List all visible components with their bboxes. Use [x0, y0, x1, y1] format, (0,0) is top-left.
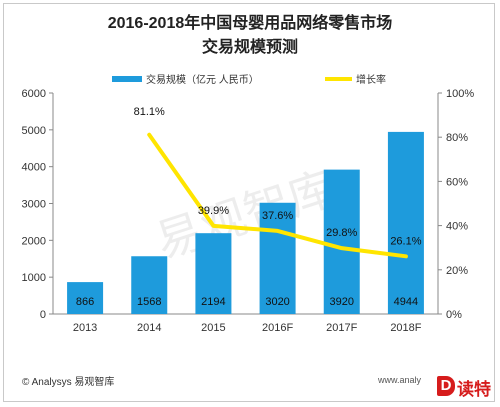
growth-value-label: 81.1%: [134, 106, 165, 118]
chart-title: 2016-2018年中国母婴用品网络零售市场 交易规模预测: [0, 12, 500, 60]
footer-url: www.analy: [378, 375, 422, 385]
bar-value-label: 2194: [201, 296, 225, 308]
chart-title-line1: 2016-2018年中国母婴用品网络零售市场: [107, 15, 393, 32]
chart-title-line2: 交易规模预测: [201, 39, 298, 56]
growth-value-label: 26.1%: [390, 235, 421, 247]
logo-mark: D: [437, 376, 455, 396]
growth-value-label: 39.9%: [198, 205, 229, 217]
growth-value-label: 37.6%: [262, 210, 293, 222]
y-right-tick-label: 60%: [446, 176, 468, 188]
x-tick-label: 2013: [73, 322, 97, 334]
x-tick-label: 2014: [137, 322, 161, 334]
y-right-tick-label: 0%: [446, 309, 462, 321]
y-left-tick-label: 3000: [22, 199, 46, 211]
y-left-tick-label: 2000: [22, 235, 46, 247]
bar-value-label: 1568: [137, 296, 161, 308]
x-tick-label: 2017F: [326, 322, 357, 334]
legend-label-line: 增长率: [356, 73, 386, 86]
bar-value-label: 3020: [265, 296, 289, 308]
bar: [323, 169, 360, 314]
growth-value-label: 29.8%: [326, 227, 357, 239]
x-tick-label: 2016F: [262, 322, 293, 334]
bar-value-label: 4944: [394, 296, 418, 308]
brand-logo: D 读特: [437, 373, 493, 399]
y-left-tick-label: 0: [40, 309, 46, 321]
y-left-tick-label: 4000: [22, 162, 46, 174]
bar: [67, 282, 104, 314]
y-right-tick-label: 40%: [446, 221, 468, 233]
bar: [259, 202, 296, 314]
y-right-tick-label: 20%: [446, 265, 468, 277]
legend-swatch-bars: [112, 76, 142, 82]
footer-copyright: © Analysys 易观智库: [22, 377, 115, 388]
logo-text: 读特: [457, 380, 491, 399]
y-right-tick-label: 100%: [446, 88, 474, 100]
bar-value-label: 3920: [330, 296, 354, 308]
y-left-tick-label: 5000: [22, 125, 46, 137]
bar-value-label: 866: [76, 296, 94, 308]
bar: [131, 256, 168, 314]
x-tick-label: 2018F: [390, 322, 421, 334]
y-left-tick-label: 6000: [22, 88, 46, 100]
bar: [195, 233, 232, 314]
bar: [387, 131, 424, 314]
y-left-tick-label: 1000: [22, 272, 46, 284]
y-right-tick-label: 80%: [446, 132, 468, 144]
chart-frame: [3, 3, 495, 402]
x-tick-label: 2015: [201, 322, 225, 334]
legend-label-bars: 交易规模（亿元 人民币）: [146, 73, 259, 86]
